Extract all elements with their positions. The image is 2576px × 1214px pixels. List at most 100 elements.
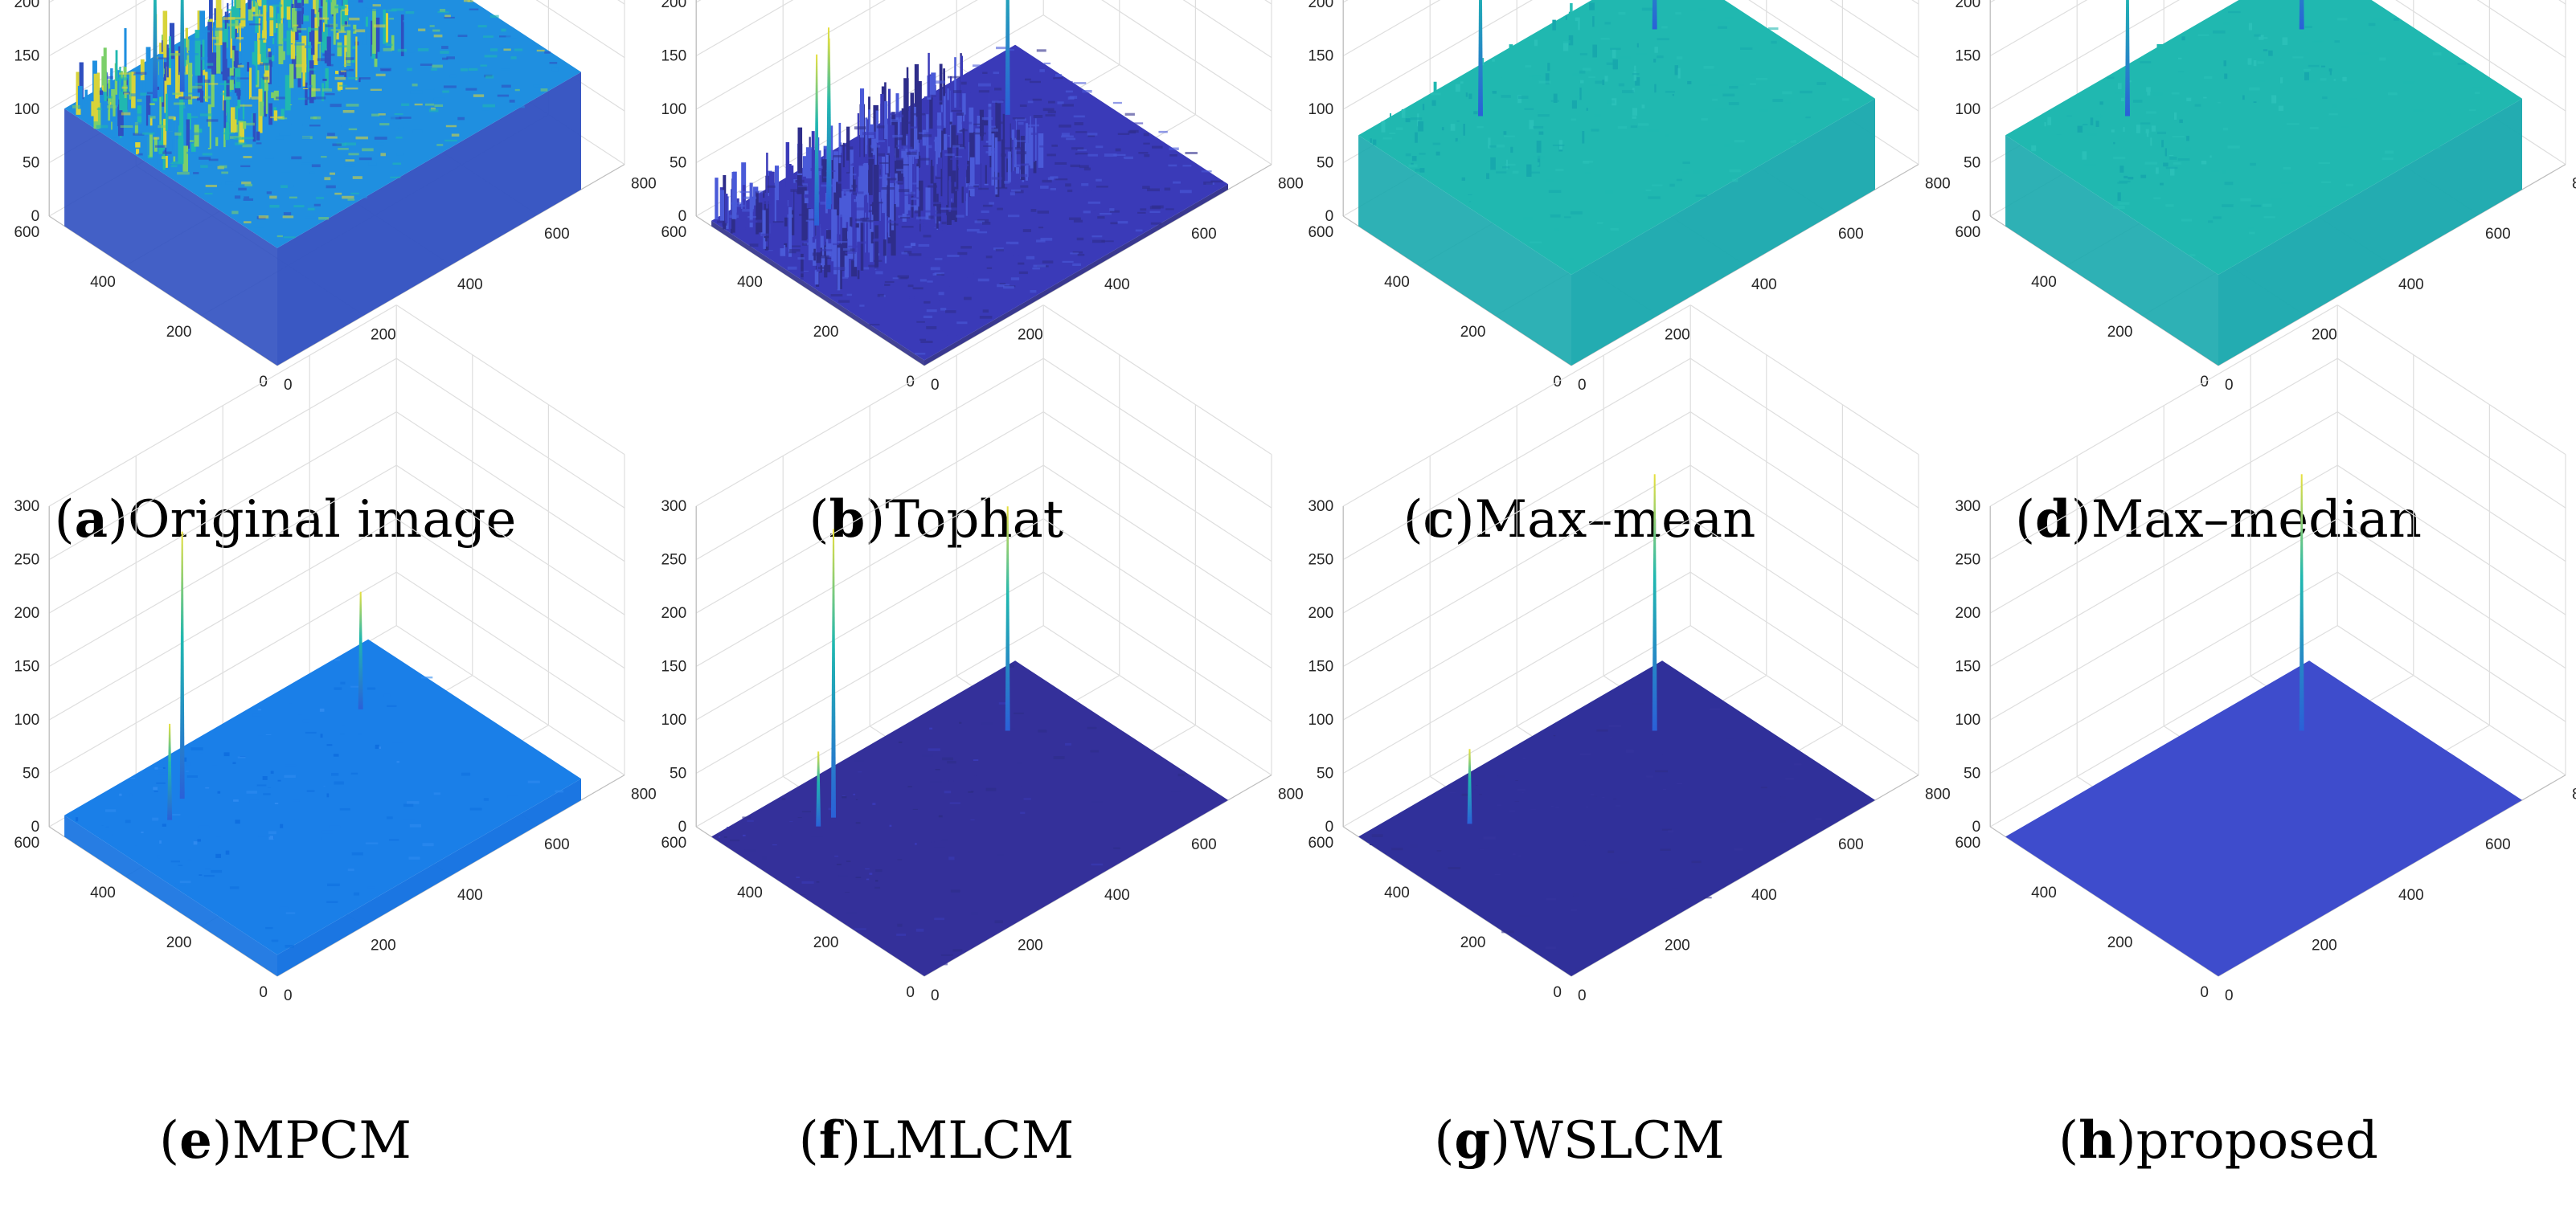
surface-texture-patch [964, 296, 972, 300]
surface-texture-patch [417, 48, 429, 51]
surface-texture-patch [383, 47, 392, 51]
surface-texture-patch [735, 204, 745, 207]
surface-texture-patch [1632, 73, 1640, 76]
surface-texture-patch [1574, 96, 1580, 98]
surface-texture-patch [1072, 263, 1082, 267]
surface [1358, 0, 1875, 366]
surface-texture-patch [1113, 847, 1120, 849]
surface-texture-patch [1061, 220, 1069, 223]
z-tick-label: 250 [14, 552, 39, 569]
surface-texture-patch [172, 814, 181, 816]
surface-texture-patch [1755, 77, 1768, 80]
z-tick-label: 50 [1964, 155, 1980, 172]
surface-texture-patch [1703, 897, 1712, 899]
surface-texture-patch [1724, 17, 1734, 19]
surface-texture-patch [1610, 47, 1621, 51]
surface-texture-patch [284, 775, 296, 779]
surface-texture-patch [1648, 196, 1661, 199]
surface-texture-patch [1210, 180, 1223, 183]
tick-labels: 0501001502002503000200400600800020040060… [14, 0, 656, 394]
surface [64, 639, 582, 976]
surface-texture-patch [2165, 204, 2174, 207]
surface-texture-patch [1405, 153, 1411, 157]
surface-texture-patch [244, 196, 250, 198]
surface-texture-patch [311, 88, 321, 92]
surface-texture-patch [846, 146, 854, 150]
surface-texture-patch [955, 156, 963, 158]
z-tick-label: 300 [661, 498, 686, 515]
surface-texture-patch [199, 157, 211, 160]
surface-texture-patch [276, 84, 283, 87]
peaks [2125, 0, 2304, 116]
surface-texture-patch [1610, 227, 1619, 231]
surface-texture-patch [981, 116, 993, 121]
caption-letter: f [819, 1110, 844, 1171]
surface-texture-patch [2171, 92, 2180, 95]
surface-texture-patch [387, 705, 397, 707]
z-tick-label: 100 [1308, 101, 1333, 118]
surface-texture-patch [1123, 190, 1132, 193]
surface-texture-patch [919, 157, 930, 161]
surface-texture-patch [422, 843, 434, 847]
surface-texture-patch [293, 799, 300, 802]
surface-texture-patch [208, 83, 219, 85]
surface-texture-patch [1203, 181, 1213, 185]
surface-texture-patch [170, 165, 178, 168]
caption-paren-close: ) [2116, 1111, 2136, 1171]
back-wall-grid-line [695, 358, 1044, 561]
surface-texture-patch [839, 214, 849, 218]
surface-texture-patch [347, 198, 355, 201]
surface-texture-patch [874, 267, 881, 270]
surface-texture-patch [1099, 212, 1112, 215]
surface-texture-patch [473, 94, 485, 97]
z-tick-label: 200 [1955, 0, 1980, 11]
surface-texture-patch [170, 53, 182, 56]
surface-texture-patch [1408, 164, 1418, 168]
surface-texture-patch [1715, 108, 1727, 111]
surface-texture-patch [489, 14, 499, 18]
surface-texture-patch [1617, 860, 1630, 864]
surface-texture-patch [1164, 187, 1171, 191]
surface-top [64, 0, 581, 248]
surface-texture-patch [1185, 152, 1198, 154]
surface-texture-patch [847, 248, 855, 252]
surface-texture-patch [1063, 122, 1072, 125]
surface-texture-patch [449, 74, 457, 78]
y-tick-label: 400 [90, 274, 116, 291]
surface-texture-patch [764, 201, 772, 205]
surface-texture-patch [302, 6, 313, 8]
surface-texture-patch [327, 133, 335, 137]
surface-texture-patch [2332, 104, 2338, 108]
surface-texture-patch [2262, 203, 2272, 207]
surface-texture-patch [206, 119, 219, 122]
surface-texture-patch [1532, 76, 1544, 80]
surface-texture-patch [171, 161, 183, 165]
surface-texture-patch [544, 51, 551, 54]
surface-texture-patch [513, 105, 525, 108]
side-wall-grid-line [1101, 0, 1272, 112]
surface-texture-patch [842, 189, 850, 192]
surface-texture-patch [1788, 138, 1794, 141]
surface-texture-patch [2283, 166, 2291, 170]
surface-texture-patch [133, 72, 147, 75]
surface-texture-patch [899, 148, 906, 151]
surface-texture-patch [862, 219, 874, 223]
surface-texture-patch [162, 151, 172, 154]
caption-text: Original image [128, 490, 516, 550]
x-tick-label: 0 [1578, 987, 1587, 1004]
surface-top [2005, 660, 2522, 976]
surface-texture-patch [1037, 211, 1050, 214]
tick-labels: 0501001502002503000200400600800020040060… [14, 498, 656, 1004]
surface-texture-patch [1009, 90, 1022, 92]
surface-texture-patch [1729, 86, 1738, 89]
surface-texture-patch [373, 24, 386, 28]
surface-texture-patch [957, 251, 968, 255]
surface-texture-patch [489, 48, 498, 51]
surface-texture-patch [1117, 133, 1130, 135]
surface-texture-patch [815, 166, 823, 170]
surface-texture-patch [451, 133, 460, 137]
surface-texture-patch [297, 97, 308, 100]
surface-texture-patch [2119, 180, 2131, 183]
surface-texture-patch [367, 886, 375, 889]
